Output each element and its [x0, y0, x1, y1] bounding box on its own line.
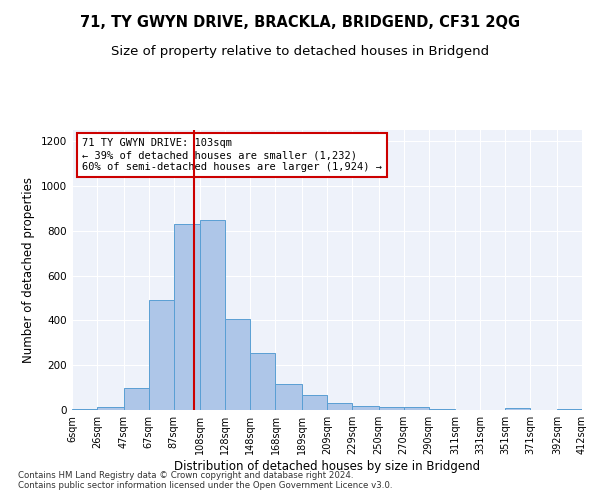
Bar: [124, 388, 149, 410]
Bar: [302, 396, 327, 410]
Bar: [352, 406, 379, 410]
Bar: [174, 224, 200, 410]
Bar: [379, 406, 404, 410]
Bar: [505, 408, 530, 410]
Bar: [275, 384, 302, 410]
Text: 71, TY GWYN DRIVE, BRACKLA, BRIDGEND, CF31 2QG: 71, TY GWYN DRIVE, BRACKLA, BRIDGEND, CF…: [80, 15, 520, 30]
Bar: [250, 353, 275, 410]
Text: 71 TY GWYN DRIVE: 103sqm
← 39% of detached houses are smaller (1,232)
60% of sem: 71 TY GWYN DRIVE: 103sqm ← 39% of detach…: [82, 138, 382, 172]
Bar: [149, 300, 174, 410]
Bar: [404, 406, 429, 410]
Text: Size of property relative to detached houses in Bridgend: Size of property relative to detached ho…: [111, 45, 489, 58]
Bar: [225, 320, 250, 410]
Bar: [557, 409, 582, 410]
Text: Contains HM Land Registry data © Crown copyright and database right 2024.
Contai: Contains HM Land Registry data © Crown c…: [18, 470, 392, 490]
Bar: [429, 409, 455, 410]
Bar: [72, 408, 97, 410]
Bar: [327, 404, 352, 410]
X-axis label: Distribution of detached houses by size in Bridgend: Distribution of detached houses by size …: [174, 460, 480, 473]
Bar: [97, 408, 124, 410]
Y-axis label: Number of detached properties: Number of detached properties: [22, 177, 35, 363]
Bar: [200, 220, 225, 410]
